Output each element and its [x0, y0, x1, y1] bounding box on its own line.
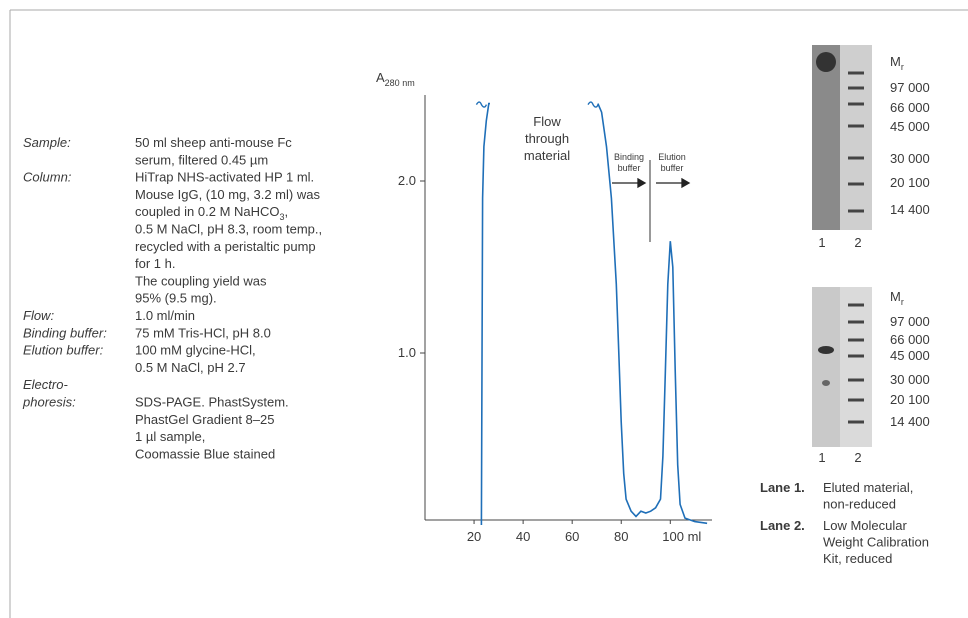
y-axis-label: A280 nm: [376, 70, 415, 88]
text-part: r: [901, 297, 904, 307]
condition-value: 1 µl sample,: [135, 429, 205, 444]
marker-label: 97 000: [890, 80, 930, 95]
condition-value: The coupling yield was: [135, 273, 267, 288]
chromatogram-line: [480, 102, 708, 526]
condition-value: 75 mM Tris-HCl, pH 8.0: [135, 325, 271, 340]
gel-band: [848, 354, 864, 358]
marker-label: 97 000: [890, 314, 930, 329]
gel-band: [848, 320, 864, 324]
lane-number: 2: [854, 235, 861, 250]
lane-legend-label: Lane 1.: [760, 480, 805, 495]
condition-value: 1.0 ml/min: [135, 308, 195, 323]
gel-band: [848, 156, 864, 160]
condition-value: HiTrap NHS-activated HP 1 ml.: [135, 170, 314, 185]
condition-value: coupled in 0.2 M NaHCO3,: [135, 204, 288, 222]
lane-legend-text: Weight Calibration: [823, 535, 929, 550]
annotation: Binding: [614, 152, 644, 162]
lane-number: 1: [818, 235, 825, 250]
lane-number: 1: [818, 450, 825, 465]
lane-legend-label: Lane 2.: [760, 518, 805, 533]
condition-value: 50 ml sheep anti-mouse Fc: [135, 135, 292, 150]
condition-label: Sample:: [23, 135, 71, 150]
annotation: buffer: [661, 163, 684, 173]
marker-label: 14 400: [890, 414, 930, 429]
condition-value: 0.5 M NaCl, pH 2.7: [135, 360, 246, 375]
lane-legend-text: Low Molecular: [823, 518, 907, 533]
lane-legend-text: Eluted material,: [823, 480, 913, 495]
text-part: M: [890, 289, 901, 304]
marker-label: 30 000: [890, 372, 930, 387]
gel-band: [848, 71, 864, 75]
condition-label: Column:: [23, 170, 72, 185]
gel-bottom: [812, 287, 872, 447]
y-tick-label: 1.0: [398, 345, 416, 360]
annotation: Flow: [533, 114, 561, 129]
condition-value: Mouse IgG, (10 mg, 3.2 ml) was: [135, 187, 320, 202]
off-scale-mark: [475, 101, 488, 108]
marker-label: 30 000: [890, 151, 930, 166]
gel-band: [848, 209, 864, 213]
condition-value: 100 mM glycine-HCl,: [135, 343, 256, 358]
x-tick-label: 100 ml: [662, 529, 701, 544]
marker-label: 14 400: [890, 202, 930, 217]
gel-band: [848, 102, 864, 106]
arrows: [612, 177, 691, 189]
gel-band: [848, 420, 864, 424]
marker-label: 20 100: [890, 175, 930, 190]
lane-legend-text: Kit, reduced: [823, 551, 892, 566]
lane-number: 2: [854, 450, 861, 465]
condition-value: serum, filtered 0.45 µm: [135, 152, 268, 167]
text-part: 280 nm: [385, 78, 415, 88]
marker-label: 20 100: [890, 392, 930, 407]
marker-label: 66 000: [890, 332, 930, 347]
gel-top: [812, 45, 872, 230]
text-part: coupled in 0.2 M NaHCO: [135, 204, 280, 219]
condition-label: Flow:: [23, 308, 54, 323]
annotation: buffer: [618, 163, 641, 173]
condition-value: 95% (9.5 mg).: [135, 291, 217, 306]
condition-label: Elution buffer:: [23, 343, 104, 358]
y-tick-label: 2.0: [398, 173, 416, 188]
lane-legend-text: non-reduced: [823, 497, 896, 512]
off-scale-mark: [587, 101, 599, 108]
text-part: ,: [285, 204, 289, 219]
condition-label: Binding buffer:: [23, 325, 107, 340]
annotation: Elution: [658, 152, 686, 162]
x-tick-label: 40: [516, 529, 530, 544]
gel-band: [848, 378, 864, 382]
condition-label: phoresis:: [22, 395, 76, 410]
text-part: r: [901, 62, 904, 72]
marker-label: 45 000: [890, 119, 930, 134]
condition-label: Electro-: [23, 377, 68, 392]
condition-value: Coomassie Blue stained: [135, 446, 275, 461]
marker-label: 45 000: [890, 348, 930, 363]
condition-value: PhastGel Gradient 8–25: [135, 412, 274, 427]
text-part: M: [890, 54, 901, 69]
annotation: material: [524, 148, 570, 163]
condition-value: recycled with a peristaltic pump: [135, 239, 316, 254]
x-tick-label: 80: [614, 529, 628, 544]
condition-value: SDS-PAGE. PhastSystem.: [135, 395, 289, 410]
text-part: A: [376, 70, 385, 85]
gel-band: [848, 338, 864, 342]
text-part: 3: [280, 212, 285, 222]
gel-band: [848, 86, 864, 90]
gel-band: [848, 124, 864, 128]
mr-label: Mr: [890, 289, 904, 307]
gel-band: [848, 398, 864, 402]
mr-label: Mr: [890, 54, 904, 72]
gel-band: [848, 303, 864, 307]
condition-value: 0.5 M NaCl, pH 8.3, room temp.,: [135, 222, 322, 237]
gel-band: [848, 182, 864, 186]
x-tick-label: 20: [467, 529, 481, 544]
marker-label: 66 000: [890, 100, 930, 115]
x-tick-label: 60: [565, 529, 579, 544]
annotation: through: [525, 131, 569, 146]
condition-value: for 1 h.: [135, 256, 175, 271]
